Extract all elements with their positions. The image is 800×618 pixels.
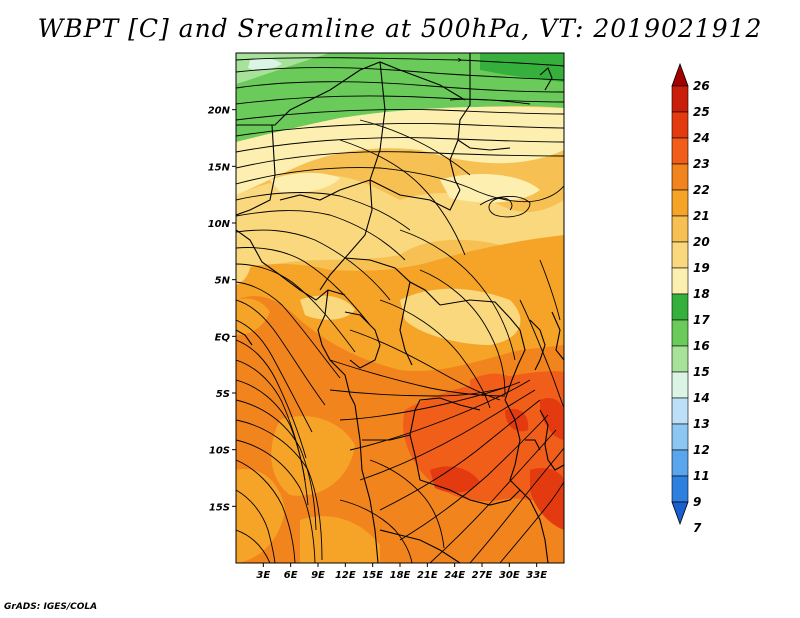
map-title: WBPT [C] and Sreamline at 500hPa, VT: 20…: [37, 14, 763, 43]
longitude-axis: 3E 6E 9E 12E 15E 18E 21E 24E 27E 30E 33E: [256, 563, 547, 581]
colorbar-swatch: [671, 163, 689, 191]
credit-label: GrADS: IGES/COLA: [4, 602, 98, 612]
lat-label: 10N: [208, 219, 231, 230]
lat-label: 15N: [208, 162, 231, 173]
colorbar-swatch: [671, 423, 689, 451]
latitude-axis: 20N 15N 10N 5N EQ 5S 10S 15S: [208, 106, 236, 513]
colorbar-swatch: [671, 137, 689, 165]
lon-label: 21E: [417, 570, 438, 581]
colorbar-label: 13: [693, 417, 710, 431]
lon-label: 9E: [311, 570, 325, 581]
colorbar-swatch: [671, 319, 689, 347]
colorbar-label: 17: [693, 313, 710, 327]
lon-label: 12E: [335, 570, 356, 581]
colorbar-swatch: [671, 85, 689, 113]
colorbar-swatch: [671, 189, 689, 217]
colorbar-swatch: [671, 449, 689, 477]
country-borders: [236, 53, 564, 563]
colorbar-label: 23: [693, 157, 710, 171]
colorbar-label: 20: [693, 235, 710, 249]
lon-label: 27E: [472, 570, 493, 581]
colorbar-swatch: [671, 293, 689, 321]
colorbar-label: 18: [693, 287, 710, 301]
colorbar-swatch: [671, 345, 689, 373]
colorbar-swatch: [671, 371, 689, 399]
colorbar-label: 24: [693, 131, 710, 145]
colorbar-label: 14: [693, 391, 710, 405]
lon-label: 33E: [526, 570, 547, 581]
lat-label: 5S: [216, 389, 230, 400]
lon-label: 3E: [256, 570, 270, 581]
colorbar-label: 11: [693, 469, 710, 483]
colorbar-label: 21: [693, 209, 710, 223]
colorbar-label: 7: [693, 521, 702, 535]
colorbar-label: 26: [693, 79, 710, 93]
lat-label: 15S: [209, 502, 230, 513]
colorbar-label: 22: [693, 183, 710, 197]
lon-label: 15E: [362, 570, 383, 581]
lat-label: 10S: [209, 446, 230, 457]
colorbar-label: 19: [693, 261, 710, 275]
lat-label: 5N: [215, 276, 231, 287]
colorbar-swatch: [671, 111, 689, 139]
lat-label: EQ: [215, 332, 231, 343]
colorbar-swatch: [671, 241, 689, 269]
colorbar: 26 25 24 23 22 21 20 19 18 17 16 15 14 13 12 11 9 7: [671, 62, 710, 535]
colorbar-swatch: [671, 397, 689, 425]
colorbar-swatch: [671, 267, 689, 295]
colorbar-label: 25: [693, 105, 710, 119]
colorbar-bottom-arrow: [671, 501, 689, 526]
lon-label: 30E: [499, 570, 520, 581]
colorbar-top-arrow: [671, 62, 689, 87]
colorbar-label: 12: [693, 443, 710, 457]
colorbar-swatch: [671, 475, 689, 503]
lon-label: 18E: [390, 570, 411, 581]
colorbar-label: 15: [693, 365, 710, 379]
lat-label: 20N: [208, 106, 231, 117]
streamlines: [236, 57, 564, 563]
colorbar-label: 9: [693, 495, 701, 509]
colorbar-label: 16: [693, 339, 710, 353]
colorbar-swatch: [671, 215, 689, 243]
lon-label: 24E: [444, 570, 465, 581]
lon-label: 6E: [284, 570, 298, 581]
